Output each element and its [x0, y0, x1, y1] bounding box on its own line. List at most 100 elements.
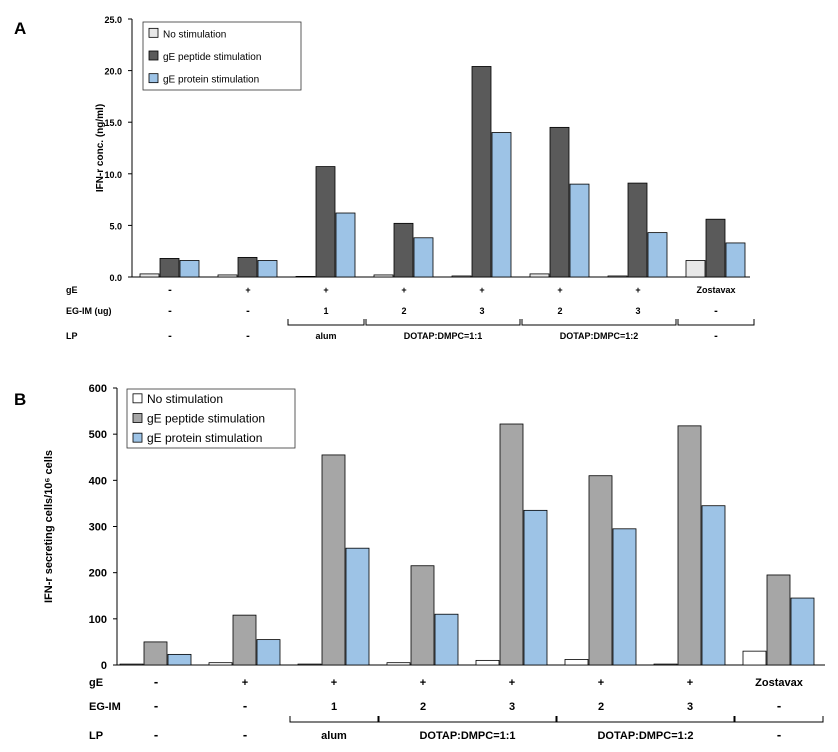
y-tick-label: 20.0 — [104, 67, 122, 77]
table-cell: 2 — [598, 701, 604, 713]
bar — [217, 274, 238, 278]
legend-box — [142, 21, 302, 91]
bar — [627, 182, 648, 278]
legend-swatch — [148, 27, 159, 38]
bar — [475, 659, 500, 666]
bar — [410, 565, 435, 666]
table-cell: + — [331, 677, 337, 689]
group-bracket — [734, 716, 824, 723]
bar — [491, 132, 512, 278]
bar — [434, 613, 459, 666]
table-cell: 3 — [635, 306, 640, 316]
bar — [725, 242, 746, 278]
bar — [167, 653, 192, 666]
y-tick-label: 5.0 — [109, 221, 122, 231]
table-cell: + — [323, 285, 328, 295]
group-bracket — [677, 319, 755, 326]
table-cell: - — [243, 698, 247, 713]
bar — [257, 260, 278, 278]
table-cell: - — [154, 698, 158, 713]
y-tick-label: 300 — [89, 522, 107, 534]
group-label: alum — [321, 730, 347, 742]
bar — [413, 237, 434, 278]
legend-box — [126, 388, 296, 449]
group-label: alum — [315, 331, 336, 341]
group-bracket — [365, 319, 521, 326]
bar — [297, 663, 322, 666]
panel-label: A — [14, 19, 26, 38]
table-cell: + — [635, 285, 640, 295]
bar — [766, 574, 791, 666]
table-cell: 3 — [687, 701, 693, 713]
table-cell: + — [242, 677, 248, 689]
bar — [335, 212, 356, 278]
table-cell: 1 — [323, 306, 328, 316]
y-axis-label: IFN-r secreting cells/10⁶ cells — [43, 450, 55, 603]
bar — [701, 505, 726, 666]
table-cell: + — [401, 285, 406, 295]
table-cell: - — [154, 727, 158, 742]
table-cell: + — [479, 285, 484, 295]
bar — [119, 663, 144, 666]
table-cell: + — [557, 285, 562, 295]
legend-swatch — [148, 50, 159, 61]
table-cell: Zostavax — [696, 285, 735, 295]
table-cell: + — [509, 677, 515, 689]
y-tick-label: 0 — [101, 660, 107, 672]
table-cell: + — [598, 677, 604, 689]
y-tick-label: 600 — [89, 383, 107, 395]
row-label: LP — [89, 730, 103, 742]
legend-swatch — [132, 413, 143, 423]
table-cell: Zostavax — [755, 677, 804, 689]
panel-label: B — [14, 390, 26, 409]
bar — [499, 423, 524, 666]
bar — [564, 659, 589, 666]
table-cell: - — [154, 674, 158, 689]
y-tick-label: 100 — [89, 614, 107, 626]
table-cell: 2 — [401, 306, 406, 316]
bar — [607, 275, 628, 278]
table-cell: + — [420, 677, 426, 689]
table-cell: - — [168, 284, 172, 296]
bar — [588, 475, 613, 666]
table-cell: 2 — [420, 701, 426, 713]
chart-panel-a: A 0.0 5.0 10.0 15.0 20.0 25.0 IFN-r conc. (ng/m… — [14, 15, 755, 342]
bar — [143, 641, 168, 666]
group-label: - — [714, 330, 718, 342]
bar — [256, 639, 281, 666]
bar — [321, 454, 346, 666]
table-cell: + — [687, 677, 693, 689]
table-cell: - — [714, 305, 718, 317]
bar — [237, 256, 258, 278]
legend-label: No stimulation — [147, 392, 223, 406]
legend-label: No stimulation — [163, 29, 226, 40]
bar — [232, 614, 257, 666]
bar — [179, 260, 200, 278]
legend-swatch — [132, 393, 143, 404]
y-tick-label: 10.0 — [104, 170, 122, 180]
bar — [315, 166, 336, 278]
row-label: gE — [66, 285, 78, 295]
table-cell: - — [243, 727, 247, 742]
bar — [705, 218, 726, 278]
table-cell: - — [777, 698, 781, 713]
row-label: LP — [66, 331, 78, 341]
row-label: EG-IM — [89, 701, 121, 713]
bar — [386, 662, 411, 666]
bar — [208, 662, 233, 666]
bar — [677, 425, 702, 666]
bar — [569, 183, 590, 278]
bar — [295, 275, 316, 278]
legend-label: gE protein stimulation — [163, 75, 259, 86]
bar — [549, 126, 570, 278]
legend-label: gE peptide stimulation — [163, 52, 261, 63]
bar — [685, 260, 706, 278]
legend-swatch — [148, 73, 159, 84]
bar — [159, 258, 180, 278]
group-bracket — [378, 716, 557, 723]
y-tick-label: 0.0 — [109, 273, 122, 283]
group-label: DOTAP:DMPC=1:2 — [597, 730, 693, 742]
bar — [139, 273, 160, 278]
group-bracket — [521, 319, 677, 326]
